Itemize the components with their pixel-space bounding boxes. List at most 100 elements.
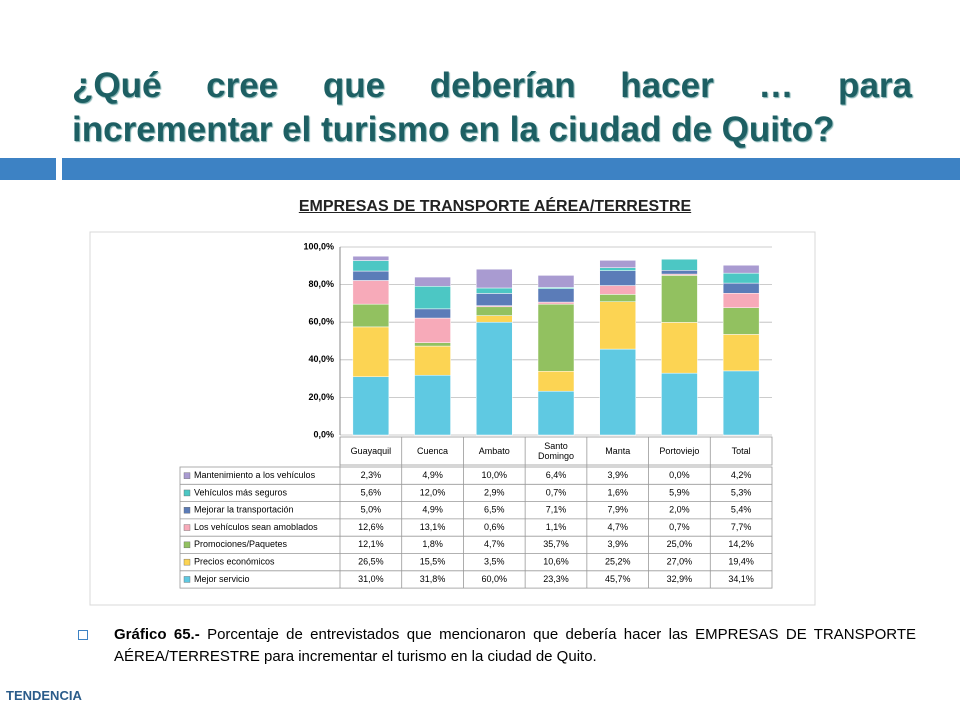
value-label: 34,1% [728, 574, 754, 584]
bar-segment [722, 334, 760, 372]
legend-label: Vehículos más seguros [194, 487, 288, 497]
bar-segment [661, 270, 698, 275]
bar-segment [599, 294, 636, 302]
x-tick-cell: Cuenca [417, 446, 449, 456]
y-tick-label: 60,0% [308, 317, 334, 327]
legend-swatch [183, 524, 191, 531]
bar-segment [414, 342, 451, 347]
value-label: 15,5% [420, 557, 446, 567]
value-label: 3,5% [484, 557, 505, 567]
bar-segment [661, 275, 698, 323]
value-label: 10,0% [482, 470, 508, 480]
bar-segment [476, 315, 513, 323]
value-label: 6,5% [484, 505, 505, 515]
value-label: 14,2% [728, 539, 754, 549]
bar-segment [352, 376, 390, 436]
bar-segment [476, 287, 513, 294]
bar-segment [537, 288, 575, 303]
x-tick-cell: Portoviejo [659, 446, 700, 456]
value-label: 5,0% [361, 505, 382, 515]
legend-label: Precios económicos [194, 557, 275, 567]
value-label: 19,4% [728, 557, 754, 567]
bar-segment [661, 372, 698, 436]
value-label: 31,8% [420, 574, 446, 584]
value-label: 4,7% [607, 522, 628, 532]
bar-segment [722, 292, 760, 308]
legend-swatch [183, 541, 191, 549]
bar-segment [722, 264, 760, 274]
table-body-frame [179, 466, 773, 589]
bar-segment [352, 303, 390, 328]
y-tick-label: 20,0% [308, 392, 334, 402]
value-label: 26,5% [358, 557, 384, 567]
value-label: 0,7% [669, 522, 690, 532]
value-label: 7,9% [607, 505, 628, 515]
bar-segment [722, 282, 760, 294]
value-label: 10,6% [543, 557, 569, 567]
caption: Gráfico 65.- Porcentaje de entrevistados… [78, 624, 916, 668]
x-tick-cell: Total [731, 446, 751, 456]
value-label: 32,9% [667, 574, 693, 584]
bar-segment [352, 326, 390, 377]
value-label: 0,6% [484, 522, 505, 532]
bar-segment [476, 321, 513, 436]
bar-segment [414, 308, 451, 319]
value-label: 7,7% [731, 522, 752, 532]
bar-segment [414, 276, 451, 287]
bar-segment [476, 268, 513, 289]
x-tick-cell: Santo Domingo [538, 441, 574, 461]
legend-label: Mantenimiento a los vehículos [194, 470, 316, 480]
bar-segment [414, 286, 451, 310]
value-label: 4,9% [422, 505, 443, 515]
bar-segment [476, 306, 513, 316]
bar-segment [722, 307, 760, 335]
bar-segment [537, 390, 575, 436]
x-tick-cell: Guayaquil [350, 446, 392, 456]
value-label: 27,0% [667, 557, 693, 567]
x-tick-cell: Manta [605, 446, 631, 456]
x-tick-cell: Ambato [479, 446, 510, 456]
value-label: 7,1% [546, 505, 567, 515]
value-label: 60,0% [482, 574, 508, 584]
caption-label: Gráfico 65.- [114, 626, 200, 643]
bar-segment [352, 270, 390, 281]
value-label: 2,9% [484, 487, 505, 497]
legend-swatch [183, 472, 191, 479]
value-label: 25,2% [605, 557, 631, 567]
value-label: 23,3% [543, 574, 569, 584]
bar-segment [599, 285, 636, 295]
bar-segment [352, 255, 390, 261]
legend-swatch [183, 507, 191, 514]
value-label: 12,6% [358, 522, 384, 532]
y-tick-label: 0,0% [313, 429, 334, 439]
value-label: 3,9% [607, 539, 628, 549]
bar-segment [352, 280, 390, 305]
x-tick-label: Portoviejo [659, 446, 700, 456]
value-label: 6,4% [546, 470, 567, 480]
value-label: 3,9% [607, 470, 628, 480]
bar-segment [599, 301, 636, 350]
legend-label: Promociones/Paquetes [194, 539, 288, 549]
bar-segment [599, 260, 636, 268]
value-label: 4,2% [731, 470, 752, 480]
bar-segment [537, 303, 575, 372]
x-tick-label: Cuenca [417, 446, 449, 456]
legend-label: Mejor servicio [194, 574, 250, 584]
value-label: 2,3% [361, 470, 382, 480]
bar-segment [476, 293, 513, 306]
x-tick-label: Total [731, 446, 751, 456]
value-label: 35,7% [543, 539, 569, 549]
value-label: 1,8% [422, 539, 443, 549]
x-tick-label: Manta [605, 446, 631, 456]
bar-segment [352, 260, 390, 272]
value-label: 12,0% [420, 487, 446, 497]
value-label: 2,0% [669, 505, 690, 515]
accent-square [0, 158, 56, 180]
x-tick-label: Guayaquil [350, 446, 392, 456]
value-label: 31,0% [358, 574, 384, 584]
y-tick-label: 100,0% [303, 241, 334, 251]
value-label: 0,7% [546, 487, 567, 497]
bar-segment [661, 258, 698, 271]
